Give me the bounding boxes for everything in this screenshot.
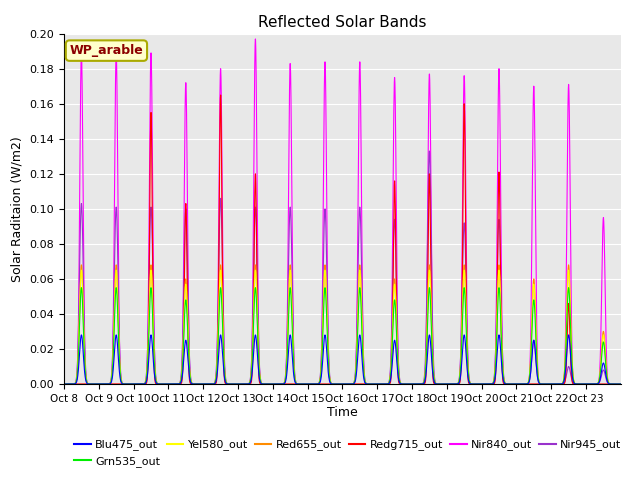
Red655_out <box>523 381 531 387</box>
Yel580_out <box>523 381 531 387</box>
Blu475_out <box>364 381 371 387</box>
Nir945_out <box>363 381 371 387</box>
Yel580_out <box>364 381 371 387</box>
Red655_out <box>617 381 625 387</box>
Line: Nir945_out: Nir945_out <box>64 151 621 384</box>
Blu475_out <box>523 381 531 387</box>
Nir945_out <box>175 381 183 386</box>
Line: Redg715_out: Redg715_out <box>64 95 621 384</box>
Nir840_out <box>617 381 625 387</box>
Yel580_out <box>176 381 184 386</box>
Grn535_out <box>617 381 625 387</box>
Line: Red655_out: Red655_out <box>64 265 621 384</box>
Red655_out <box>393 332 401 338</box>
Grn535_out <box>537 381 545 387</box>
Blu475_out <box>617 381 625 387</box>
Nir840_out <box>60 381 68 387</box>
Redg715_out <box>60 381 68 387</box>
Nir840_out <box>523 381 531 387</box>
Nir840_out <box>252 36 259 42</box>
Blu475_out <box>495 332 503 338</box>
Red655_out <box>364 381 371 387</box>
Blu475_out <box>60 381 68 387</box>
Nir945_out <box>495 217 503 223</box>
Nir945_out <box>523 381 531 387</box>
Nir945_out <box>537 381 545 387</box>
X-axis label: Time: Time <box>327 407 358 420</box>
Blu475_out <box>537 381 545 387</box>
Redg715_out <box>617 381 625 387</box>
Nir840_out <box>393 275 401 281</box>
Nir945_out <box>393 299 401 304</box>
Line: Yel580_out: Yel580_out <box>64 270 621 384</box>
Red655_out <box>77 262 85 268</box>
Grn535_out <box>176 381 184 386</box>
Yel580_out <box>537 381 545 387</box>
Line: Grn535_out: Grn535_out <box>64 288 621 384</box>
Yel580_out <box>495 268 503 274</box>
Yel580_out <box>60 381 68 387</box>
Blu475_out <box>176 381 184 387</box>
Redg715_out <box>175 381 183 387</box>
Red655_out <box>176 381 184 386</box>
Nir840_out <box>175 381 183 387</box>
Grn535_out <box>60 381 68 387</box>
Yel580_out <box>617 381 625 387</box>
Grn535_out <box>523 381 531 387</box>
Redg715_out <box>217 92 225 98</box>
Redg715_out <box>537 381 545 387</box>
Nir840_out <box>364 381 371 387</box>
Red655_out <box>495 263 503 268</box>
Nir840_out <box>495 69 503 74</box>
Line: Nir840_out: Nir840_out <box>64 39 621 384</box>
Line: Blu475_out: Blu475_out <box>64 335 621 384</box>
Grn535_out <box>495 286 503 291</box>
Title: Reflected Solar Bands: Reflected Solar Bands <box>258 15 427 30</box>
Yel580_out <box>393 335 401 340</box>
Red655_out <box>60 381 68 387</box>
Redg715_out <box>393 338 401 344</box>
Nir945_out <box>60 381 68 387</box>
Nir945_out <box>617 381 625 387</box>
Grn535_out <box>364 381 371 387</box>
Legend: Blu475_out, Grn535_out, Yel580_out, Red655_out, Redg715_out, Nir840_out, Nir945_: Blu475_out, Grn535_out, Yel580_out, Red6… <box>70 435 626 471</box>
Redg715_out <box>495 172 503 178</box>
Y-axis label: Solar Raditaion (W/m2): Solar Raditaion (W/m2) <box>11 136 24 282</box>
Grn535_out <box>77 285 85 290</box>
Nir840_out <box>537 381 545 387</box>
Blu475_out <box>77 332 85 338</box>
Redg715_out <box>364 381 371 387</box>
Blu475_out <box>393 361 401 367</box>
Text: WP_arable: WP_arable <box>70 44 143 57</box>
Red655_out <box>537 381 545 387</box>
Yel580_out <box>77 267 85 273</box>
Grn535_out <box>393 342 401 348</box>
Redg715_out <box>523 381 531 387</box>
Nir945_out <box>426 148 433 154</box>
